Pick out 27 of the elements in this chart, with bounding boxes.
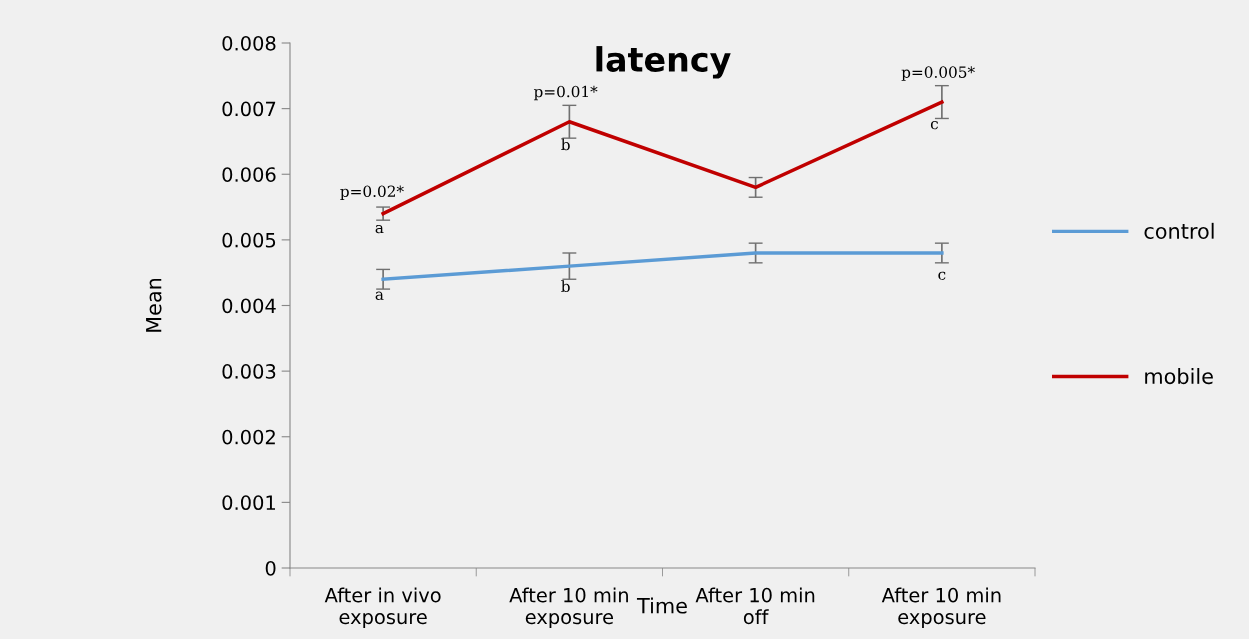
annotation: p=0.02* (340, 185, 404, 201)
y-axis-title: Mean (146, 278, 162, 332)
annotation: p=0.005* (901, 66, 975, 81)
x-tick-label: After 10 min exposure (509, 587, 628, 629)
x-tick-label: After in vivo exposure (324, 587, 441, 629)
annotation: a (375, 224, 384, 234)
y-tick-label: 0.004 (222, 298, 276, 314)
annotation: c (930, 120, 938, 130)
y-tick-label: 0 (265, 560, 276, 576)
legend-label: mobile (1145, 368, 1213, 385)
y-tick-label: 0.003 (222, 364, 276, 379)
y-tick-label: 0.005 (222, 232, 276, 248)
annotation: a (375, 291, 384, 300)
x-tick-label: After 10 min off (695, 587, 815, 625)
legend-label: control (1144, 222, 1214, 239)
annotation: c (938, 271, 946, 281)
annotation: b (561, 280, 570, 293)
y-tick-label: 0.008 (222, 35, 276, 51)
annotation: b (561, 138, 570, 151)
chart-title: latency (596, 46, 731, 79)
annotation: p=0.01* (533, 85, 598, 101)
x-axis-title: Time (636, 597, 687, 614)
y-tick-label: 0.007 (222, 101, 276, 117)
y-tick-label: 0.002 (222, 429, 275, 445)
y-tick-label: 0.006 (222, 167, 276, 182)
x-tick-label: After 10 min exposure (881, 587, 1001, 629)
y-tick-label: 0.001 (222, 495, 276, 511)
